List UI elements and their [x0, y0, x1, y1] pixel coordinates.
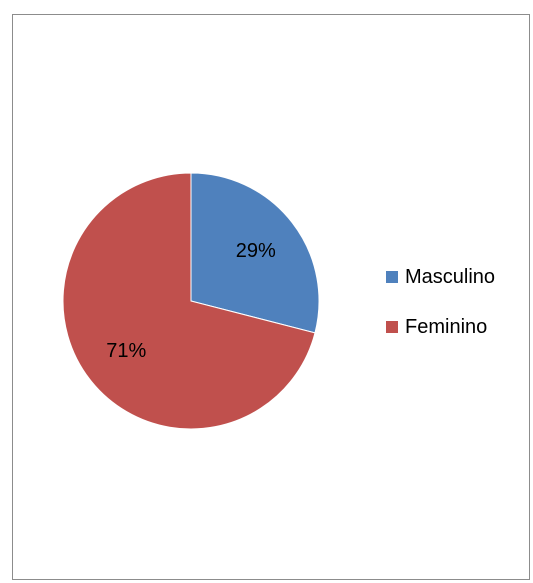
pie-slice-masculino — [190, 172, 320, 334]
legend-label-masculino: Masculino — [405, 266, 495, 288]
legend-swatch-feminino — [386, 321, 398, 333]
data-label-masculino: 29% — [236, 240, 276, 262]
legend-label-feminino: Feminino — [405, 316, 487, 338]
data-label-feminino: 71% — [106, 340, 146, 362]
pie-slice-feminino — [62, 172, 316, 430]
legend-swatch-masculino — [386, 271, 398, 283]
pie-slices — [62, 172, 320, 430]
pie-data-labels: 29% 71% — [106, 240, 276, 362]
legend: Masculino Feminino — [386, 266, 495, 338]
